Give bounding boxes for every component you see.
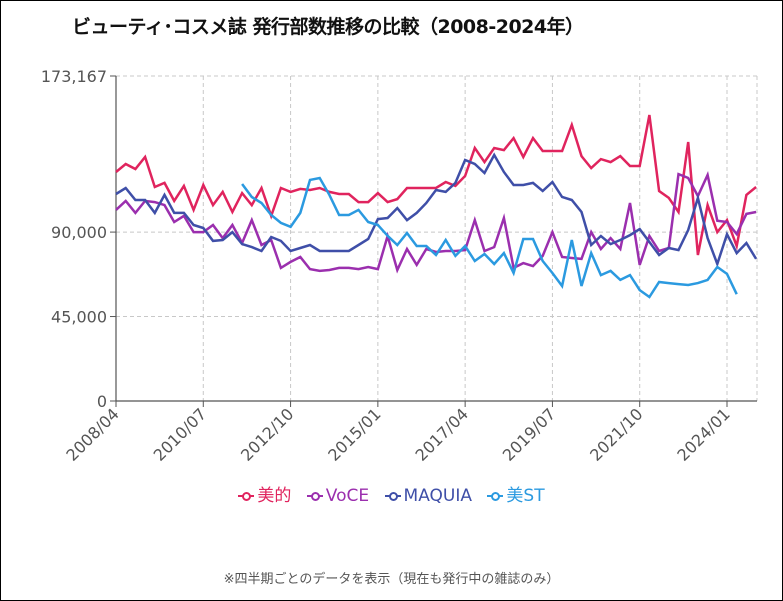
chart-title: ビューティ･コスメ誌 発行部数推移の比較（2008-2024年） bbox=[72, 16, 584, 38]
axes bbox=[110, 75, 757, 407]
legend-item-bist[interactable]: 美ST bbox=[487, 481, 545, 506]
x-tick-label: 2019/07 bbox=[499, 404, 559, 464]
x-tick-label: 2024/01 bbox=[673, 404, 733, 464]
legend-item-maquia[interactable]: MAQUIA bbox=[384, 486, 472, 506]
legend-marker-icon bbox=[238, 491, 255, 501]
x-tick-label: 2012/10 bbox=[237, 404, 297, 464]
legend-label: 美的 bbox=[257, 486, 292, 506]
y-tick-label: 45,000 bbox=[51, 308, 107, 327]
y-tick-labels: 0 45,000 90,000 173,167 bbox=[41, 67, 107, 411]
y-tick-label: 173,167 bbox=[41, 67, 107, 86]
legend-item-voce[interactable]: VoCE bbox=[306, 486, 370, 506]
legend-marker-icon bbox=[306, 491, 323, 501]
legend-marker-icon bbox=[384, 491, 401, 501]
y-tick-label: 90,000 bbox=[51, 223, 107, 242]
legend-item-biteki[interactable]: 美的 bbox=[238, 481, 291, 506]
grid-lines bbox=[116, 75, 758, 401]
legend: 美的 VoCE MAQUIA 美ST bbox=[0, 481, 783, 506]
x-tick-label: 2021/10 bbox=[586, 404, 646, 464]
footnote: ※四半期ごとのデータを表示（現在も発行中の雑誌のみ） bbox=[223, 572, 560, 587]
series-line-MAQUIA bbox=[115, 152, 758, 268]
series-line-美的 bbox=[115, 114, 757, 256]
legend-label: VoCE bbox=[325, 486, 370, 506]
series-line-美ST bbox=[241, 176, 738, 299]
x-tick-label: 2017/04 bbox=[412, 404, 472, 464]
series-line-VoCE bbox=[115, 171, 757, 274]
y-tick-label: 0 bbox=[97, 392, 107, 411]
x-tick-label: 2015/01 bbox=[324, 404, 384, 464]
legend-label: MAQUIA bbox=[403, 486, 472, 506]
legend-label: 美ST bbox=[506, 486, 545, 506]
x-tick-label: 2010/07 bbox=[150, 404, 210, 464]
x-tick-labels: 2008/04 2010/07 2012/10 2015/01 2017/04 2019/… bbox=[62, 404, 733, 464]
legend-marker-icon bbox=[487, 491, 504, 501]
x-tick-label: 2008/04 bbox=[62, 404, 122, 464]
series-lines bbox=[115, 114, 758, 299]
